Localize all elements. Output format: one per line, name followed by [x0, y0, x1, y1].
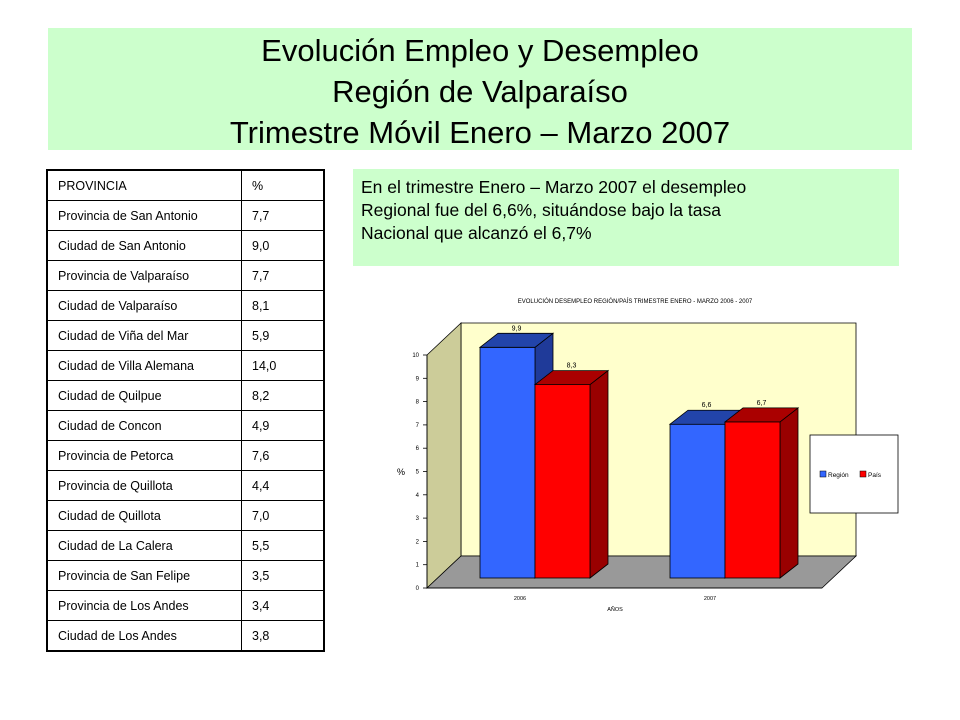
- table-row: Ciudad de Quillota 7,0: [46, 500, 325, 531]
- title-line-1: Evolución Empleo y Desempleo: [261, 33, 699, 68]
- chart-title: EVOLUCIÓN DESEMPLEO REGIÓN/PAÍS TRIMESTR…: [518, 298, 753, 305]
- y-tick-label: 1: [416, 563, 420, 569]
- table-row: Provincia de Petorca 7,6: [46, 440, 325, 471]
- x-axis-label: AÑOS: [607, 606, 623, 613]
- table-header-row: PROVINCIA %: [46, 169, 325, 201]
- note-line-3: Nacional que alcanzó el 6,7%: [361, 223, 592, 243]
- table-row: Provincia de Valparaíso 7,7: [46, 260, 325, 291]
- table-row: Provincia de San Antonio 7,7: [46, 200, 325, 231]
- province-name-cell: Provincia de Petorca: [46, 440, 242, 471]
- legend-swatch: [819, 470, 827, 478]
- y-tick-label: 9: [416, 376, 420, 382]
- province-percent-cell: 7,6: [241, 440, 325, 471]
- data-label: 9,9: [512, 325, 522, 332]
- province-name-cell: Ciudad de Concon: [46, 410, 242, 441]
- province-percent-cell: 7,7: [241, 260, 325, 291]
- province-name-cell: Ciudad de Quillota: [46, 500, 242, 531]
- province-name-cell: Ciudad de San Antonio: [46, 230, 242, 261]
- y-tick-label: 3: [416, 516, 420, 522]
- province-percent-cell: 8,2: [241, 380, 325, 411]
- bar: [479, 346, 536, 579]
- province-name-cell: Ciudad de Los Andes: [46, 620, 242, 652]
- y-tick-label: 4: [416, 493, 420, 499]
- table-row: Ciudad de Valparaíso 8,1: [46, 290, 325, 321]
- province-percent-cell: 14,0: [241, 350, 325, 381]
- table-row: Ciudad de La Calera 5,5: [46, 530, 325, 561]
- province-percent-cell: 3,5: [241, 560, 325, 591]
- bar: [669, 423, 726, 579]
- data-label: 6,6: [702, 402, 712, 409]
- table-row: Ciudad de Los Andes 3,8: [46, 620, 325, 652]
- bar: [724, 421, 781, 579]
- table-row: Provincia de Los Andes 3,4: [46, 590, 325, 621]
- y-tick-label: 7: [416, 423, 420, 429]
- chart-side-wall: [426, 322, 462, 589]
- bar: [534, 384, 591, 579]
- province-name-cell: Ciudad de Viña del Mar: [46, 320, 242, 351]
- province-table: PROVINCIA % Provincia de San Antonio 7,7 C…: [46, 169, 325, 652]
- province-name-cell: Ciudad de Villa Alemana: [46, 350, 242, 381]
- province-name-cell: Provincia de Los Andes: [46, 590, 242, 621]
- legend-label: Región: [828, 472, 849, 479]
- header-provincia: PROVINCIA: [46, 169, 242, 201]
- y-tick-label: 8: [416, 400, 420, 406]
- x-tick-label: 2006: [514, 596, 526, 602]
- province-name-cell: Ciudad de Quilpue: [46, 380, 242, 411]
- title-line-2: Región de Valparaíso: [332, 74, 628, 109]
- legend-label: País: [868, 472, 882, 479]
- y-tick-label: 0: [416, 586, 420, 592]
- bar-side: [779, 407, 799, 579]
- x-tick-label: 2007: [704, 596, 716, 602]
- data-label: 8,3: [567, 363, 577, 370]
- province-percent-cell: 8,1: [241, 290, 325, 321]
- province-name-cell: Provincia de Valparaíso: [46, 260, 242, 291]
- province-name-cell: Ciudad de La Calera: [46, 530, 242, 561]
- province-percent-cell: 7,0: [241, 500, 325, 531]
- bar-side: [589, 369, 609, 579]
- province-percent-cell: 7,7: [241, 200, 325, 231]
- province-percent-cell: 9,0: [241, 230, 325, 261]
- province-percent-cell: 3,4: [241, 590, 325, 621]
- table-row: Ciudad de San Antonio 9,0: [46, 230, 325, 261]
- y-tick-label: 6: [416, 446, 420, 452]
- table-row: Provincia de Quillota 4,4: [46, 470, 325, 501]
- note-line-2: Regional fue del 6,6%, situándose bajo l…: [361, 200, 721, 220]
- table-row: Ciudad de Villa Alemana 14,0: [46, 350, 325, 381]
- unemployment-bar-chart: EVOLUCIÓN DESEMPLEO REGIÓN/PAÍS TRIMESTR…: [397, 298, 899, 613]
- title-line-3: Trimestre Móvil Enero – Marzo 2007: [229, 115, 731, 150]
- province-percent-cell: 4,9: [241, 410, 325, 441]
- bar-top: [533, 370, 610, 386]
- province-percent-cell: 5,5: [241, 530, 325, 561]
- province-name-cell: Provincia de San Antonio: [46, 200, 242, 231]
- province-percent-cell: 3,8: [241, 620, 325, 652]
- y-tick-label: 2: [416, 539, 420, 545]
- y-tick-label: 5: [416, 470, 420, 476]
- data-label: 6,7: [757, 400, 767, 407]
- header-percent: %: [241, 169, 325, 201]
- bar-top: [478, 332, 555, 348]
- note-line-1: En el trimestre Enero – Marzo 2007 el de…: [361, 177, 747, 197]
- province-name-cell: Provincia de Quillota: [46, 470, 242, 501]
- legend-swatch: [859, 470, 867, 478]
- y-tick-label: 10: [412, 353, 419, 359]
- province-name-cell: Provincia de San Felipe: [46, 560, 242, 591]
- title-banner: Evolución Empleo y Desempleo Región de V…: [48, 28, 912, 150]
- table-row: Provincia de San Felipe 3,5: [46, 560, 325, 591]
- province-percent-cell: 5,9: [241, 320, 325, 351]
- bar-top: [723, 407, 800, 423]
- y-axis-label: %: [397, 467, 405, 477]
- table-row: Ciudad de Quilpue 8,2: [46, 380, 325, 411]
- province-percent-cell: 4,4: [241, 470, 325, 501]
- summary-note: En el trimestre Enero – Marzo 2007 el de…: [353, 169, 899, 266]
- table-row: Ciudad de Viña del Mar 5,9: [46, 320, 325, 351]
- province-name-cell: Ciudad de Valparaíso: [46, 290, 242, 321]
- table-row: Ciudad de Concon 4,9: [46, 410, 325, 441]
